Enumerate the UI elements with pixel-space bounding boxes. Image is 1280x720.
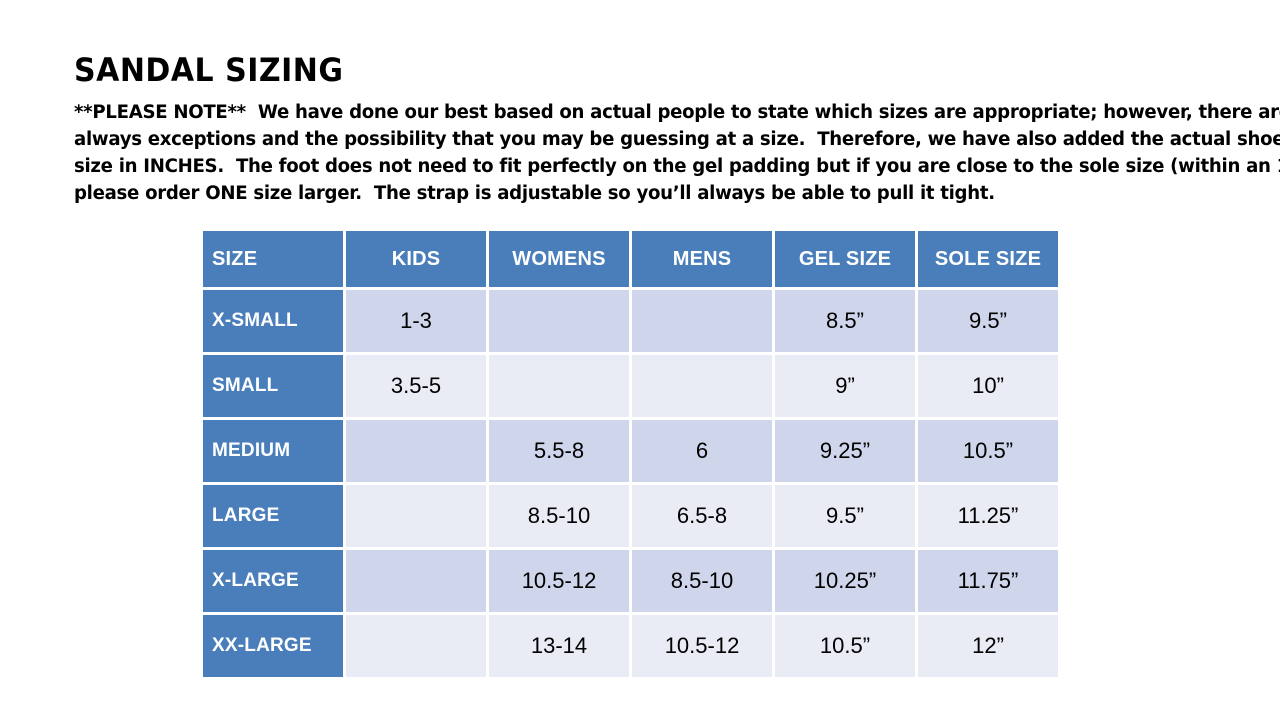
row-label-x-small: X-SMALL [203, 290, 343, 352]
table-cell: 9.25” [775, 420, 915, 482]
row-label-small: SMALL [203, 355, 343, 417]
table-cell: 10” [918, 355, 1058, 417]
row-label-medium: MEDIUM [203, 420, 343, 482]
table-cell [632, 355, 772, 417]
table-header: SIZE KIDS WOMENS MENS GEL SIZE SOLE SIZE [203, 231, 1058, 287]
table-row: LARGE 8.5-10 6.5-8 9.5” 11.25” [203, 485, 1058, 547]
table-cell: 6 [632, 420, 772, 482]
sizing-table: SIZE KIDS WOMENS MENS GEL SIZE SOLE SIZE X-SM… [200, 228, 1061, 680]
table-body: X-SMALL 1-3 8.5” 9.5” SMALL 3.5-5 9” 10” MEDIUM 5… [203, 290, 1058, 677]
table-cell: 10.5” [918, 420, 1058, 482]
table-cell: 13-14 [489, 615, 629, 677]
note-line: **PLEASE NOTE** We have done our best ba… [74, 102, 1280, 123]
row-label-x-large: X-LARGE [203, 550, 343, 612]
table-cell: 6.5-8 [632, 485, 772, 547]
table-cell: 8.5” [775, 290, 915, 352]
row-label-xx-large: XX-LARGE [203, 615, 343, 677]
table-cell: 10.5” [775, 615, 915, 677]
table-header-row: SIZE KIDS WOMENS MENS GEL SIZE SOLE SIZE [203, 231, 1058, 287]
table-cell [489, 290, 629, 352]
table-cell: 9.5” [775, 485, 915, 547]
table-cell [632, 290, 772, 352]
note-line: always exceptions and the possibility th… [74, 129, 1280, 150]
table-cell: 8.5-10 [489, 485, 629, 547]
table-row: X-SMALL 1-3 8.5” 9.5” [203, 290, 1058, 352]
table-cell: 11.25” [918, 485, 1058, 547]
column-header-womens: WOMENS [489, 231, 629, 287]
column-header-size: SIZE [203, 231, 343, 287]
table-row: XX-LARGE 13-14 10.5-12 10.5” 12” [203, 615, 1058, 677]
table-cell: 10.5-12 [632, 615, 772, 677]
table-cell: 5.5-8 [489, 420, 629, 482]
table-row: X-LARGE 10.5-12 8.5-10 10.25” 11.75” [203, 550, 1058, 612]
column-header-gel-size: GEL SIZE [775, 231, 915, 287]
column-header-sole-size: SOLE SIZE [918, 231, 1058, 287]
table-cell: 10.25” [775, 550, 915, 612]
note-line: please order ONE size larger. The strap … [74, 183, 995, 204]
column-header-mens: MENS [632, 231, 772, 287]
table-cell [346, 550, 486, 612]
table-cell: 3.5-5 [346, 355, 486, 417]
note-line: size in INCHES. The foot does not need t… [74, 156, 1280, 177]
table-cell: 1-3 [346, 290, 486, 352]
table-cell: 9.5” [918, 290, 1058, 352]
table-cell: 12” [918, 615, 1058, 677]
table-cell [346, 615, 486, 677]
row-label-large: LARGE [203, 485, 343, 547]
table-row: SMALL 3.5-5 9” 10” [203, 355, 1058, 417]
table-cell [489, 355, 629, 417]
page-title: SANDAL SIZING [74, 52, 344, 90]
table-cell: 10.5-12 [489, 550, 629, 612]
table-cell: 9” [775, 355, 915, 417]
table-cell [346, 420, 486, 482]
note-text: **PLEASE NOTE** We have done our best ba… [74, 99, 1280, 207]
table-cell [346, 485, 486, 547]
table-cell: 8.5-10 [632, 550, 772, 612]
column-header-kids: KIDS [346, 231, 486, 287]
table-cell: 11.75” [918, 550, 1058, 612]
table-row: MEDIUM 5.5-8 6 9.25” 10.5” [203, 420, 1058, 482]
